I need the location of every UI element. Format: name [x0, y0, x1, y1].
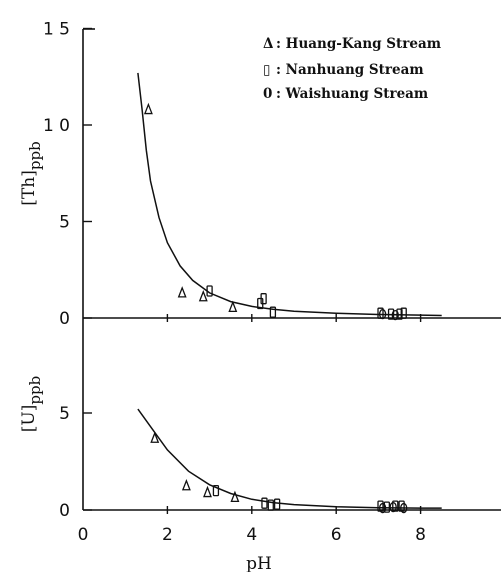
th-point-rectangle — [206, 285, 213, 297]
u-y-axis-label-sub: ppb — [26, 376, 44, 405]
u-point-rectangle — [212, 484, 220, 497]
legend-label: : Huang-Kang Stream — [276, 36, 441, 52]
th-point-triangle — [198, 289, 208, 302]
legend-label: : Nanhuang Stream — [276, 62, 424, 78]
u-point-circle — [400, 502, 408, 514]
x-tick-label: 6 — [331, 525, 342, 545]
u-y-axis-label-main: [U] — [19, 405, 39, 433]
u-fit-curve — [137, 408, 442, 509]
x-tick-label: 8 — [415, 525, 426, 545]
th-point-rectangle — [387, 308, 395, 320]
u-point-triangle — [230, 490, 240, 503]
u-point-rectangle — [273, 498, 281, 510]
x-axis-label: pH — [246, 554, 272, 572]
u-y-tick-label: 5 — [59, 404, 70, 424]
legend-label: : Waishuang Stream — [276, 86, 428, 102]
u-y-axis-label: [U]ppb — [19, 376, 44, 432]
th-y-tick-label: 1 5 — [43, 20, 70, 40]
u-y-tick-label: 0 — [59, 501, 70, 521]
x-tick-label: 0 — [78, 525, 89, 545]
th-point-rectangle — [269, 306, 277, 318]
th-y-axis-label-main: [Th] — [19, 170, 39, 206]
th-y-axis-label-sub: ppb — [26, 141, 44, 170]
th-point-rectangle — [260, 293, 267, 305]
axes-layer — [82, 27, 501, 514]
th-point-rectangle — [396, 308, 403, 320]
legend: Δ: Huang-Kang Stream ▯ : Nanhuang Stream0:… — [263, 36, 441, 102]
legend-symbol-rectangle: ▯ — [263, 62, 270, 78]
th-point-triangle — [177, 286, 187, 298]
th-point-triangle — [228, 300, 238, 313]
th-point-triangle — [143, 102, 153, 115]
u-point-circle — [378, 502, 387, 514]
u-point-rectangle — [261, 497, 268, 509]
x-tick-label: 4 — [246, 525, 257, 545]
th-point-circle — [391, 309, 399, 321]
th-y-axis-label: [Th]ppb — [19, 141, 44, 205]
x-tick-label: 2 — [162, 525, 173, 545]
th-y-tick-label: 1 0 — [43, 116, 70, 136]
u-point-circle — [389, 501, 397, 513]
data-points-layer — [143, 102, 408, 514]
u-point-triangle — [203, 485, 212, 498]
legend-symbol-triangle: Δ — [263, 36, 273, 52]
th-point-rectangle — [400, 307, 407, 319]
th-y-tick-label: 5 — [59, 213, 70, 233]
th-fit-curve — [137, 72, 442, 317]
th-y-tick-label: 0 — [59, 309, 70, 329]
u-point-triangle — [150, 431, 160, 443]
legend-symbol-circle: 0 — [263, 86, 272, 102]
th-point-circle — [378, 308, 387, 320]
u-point-rectangle — [383, 501, 390, 513]
u-point-triangle — [181, 478, 191, 491]
u-point-rectangle — [267, 499, 274, 511]
